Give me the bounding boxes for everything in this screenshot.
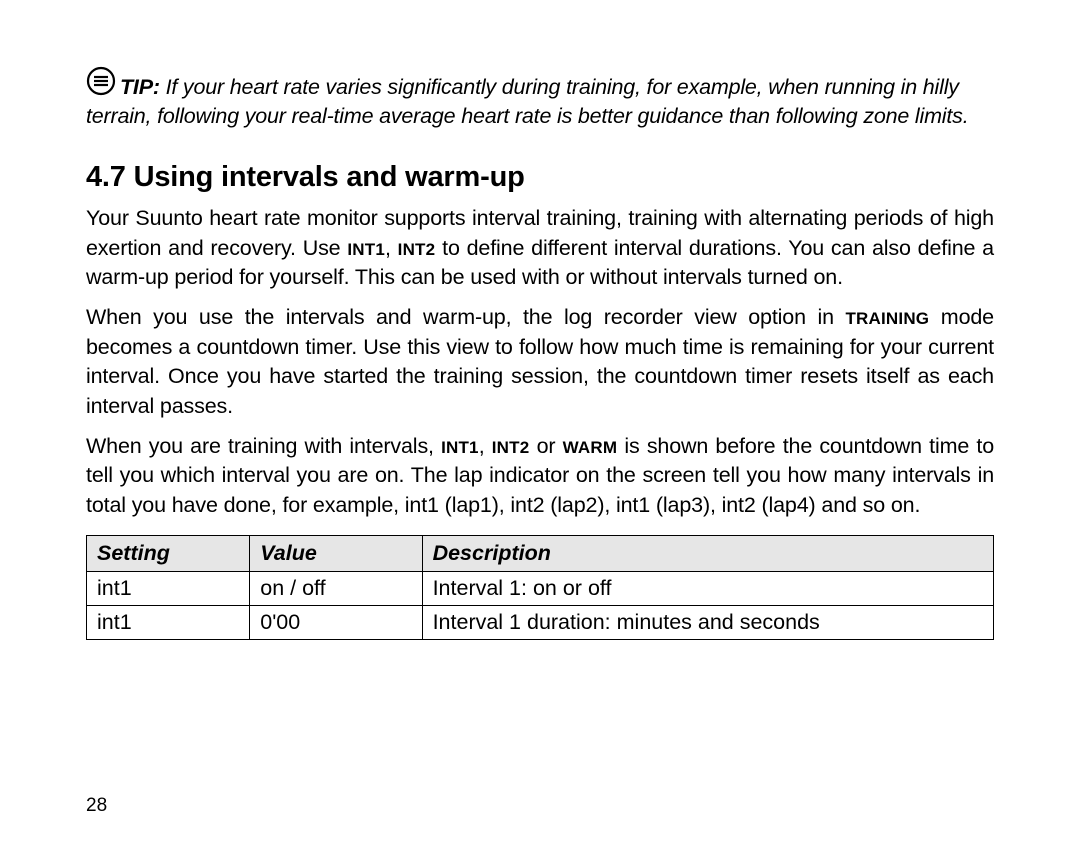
warm-label: WARM (563, 438, 618, 457)
paragraph-2: When you use the intervals and warm-up, … (86, 303, 994, 422)
table-row: int1 on / off Interval 1: on or off (87, 571, 994, 605)
section-title: Using intervals and warm-up (134, 161, 525, 193)
training-label: TRAINING (845, 309, 929, 328)
paragraph-3: When you are training with intervals, IN… (86, 432, 994, 521)
tip-body: If your heart rate varies significantly … (86, 75, 968, 128)
tip-label: TIP: (120, 75, 160, 99)
cell-setting: int1 (87, 605, 250, 639)
tip-text: TIP: If your heart rate varies significa… (86, 75, 968, 128)
section-number: 4.7 (86, 161, 126, 193)
header-description: Description (422, 535, 993, 571)
int2-label: INT2 (398, 240, 436, 259)
cell-description: Interval 1 duration: minutes and seconds (422, 605, 993, 639)
header-setting: Setting (87, 535, 250, 571)
paragraph-1: Your Suunto heart rate monitor supports … (86, 204, 994, 293)
tip-icon (86, 66, 116, 101)
page-number: 28 (86, 795, 107, 817)
cell-setting: int1 (87, 571, 250, 605)
cell-value: on / off (250, 571, 422, 605)
cell-description: Interval 1: on or off (422, 571, 993, 605)
table-header-row: Setting Value Description (87, 535, 994, 571)
int1-label-2: INT1 (441, 438, 479, 457)
tip-block: TIP: If your heart rate varies significa… (86, 63, 994, 131)
settings-table: Setting Value Description int1 on / off … (86, 535, 994, 640)
int2-label-2: INT2 (492, 438, 530, 457)
section-heading: 4.7 Using intervals and warm-up (86, 161, 994, 194)
cell-value: 0'00 (250, 605, 422, 639)
header-value: Value (250, 535, 422, 571)
int1-label: INT1 (347, 240, 385, 259)
table-row: int1 0'00 Interval 1 duration: minutes a… (87, 605, 994, 639)
